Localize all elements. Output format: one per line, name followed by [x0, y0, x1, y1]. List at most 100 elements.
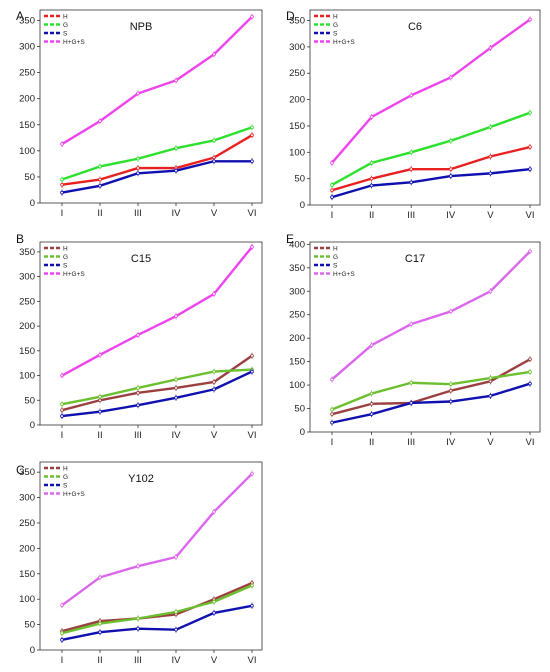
- series-line: [61, 370, 253, 418]
- y-tick-label: 150: [289, 121, 305, 132]
- data-point: [409, 180, 414, 185]
- data-point: [136, 616, 140, 621]
- x-tick-label: I: [61, 208, 64, 219]
- legend-label: H: [333, 14, 338, 21]
- legend-label: S: [63, 263, 68, 270]
- plot-frame: [309, 241, 541, 433]
- x-tick-label: V: [487, 437, 494, 448]
- chart-title: Y102: [128, 473, 154, 485]
- data-point: [330, 412, 334, 416]
- data-point: [250, 471, 254, 476]
- data-point: [98, 119, 102, 123]
- x-tick-label: II: [97, 208, 102, 219]
- y-tick-label: 250: [19, 68, 35, 79]
- data-point: [60, 190, 64, 195]
- plot-frame: [39, 9, 263, 204]
- data-point: [369, 115, 374, 119]
- series-line: [61, 15, 253, 146]
- data-point: [369, 161, 374, 165]
- data-point: [98, 352, 102, 357]
- series-line: [61, 126, 253, 181]
- y-tick-label: 50: [24, 172, 35, 183]
- x-tick-label: VI: [526, 437, 535, 448]
- data-point: [136, 91, 140, 96]
- y-tick-label: 300: [19, 272, 35, 283]
- data-point: [330, 183, 334, 187]
- x-tick-label: III: [134, 655, 142, 666]
- data-point: [98, 177, 102, 182]
- data-point: [136, 171, 140, 176]
- data-point: [488, 46, 493, 50]
- data-point: [60, 373, 64, 378]
- plot-frame: [39, 461, 263, 651]
- legend-label: S: [333, 263, 338, 270]
- data-point: [98, 395, 102, 399]
- legend-label: G: [333, 254, 338, 261]
- data-point: [488, 289, 493, 294]
- data-point: [174, 395, 178, 400]
- data-point: [136, 166, 140, 170]
- chart-title: C6: [408, 21, 422, 33]
- data-point: [488, 376, 493, 380]
- data-point: [174, 377, 178, 382]
- x-tick-label: IV: [172, 208, 182, 219]
- y-tick-label: 150: [19, 120, 35, 131]
- y-tick-label: 100: [19, 146, 35, 157]
- y-tick-label: 100: [289, 147, 305, 158]
- legend-label: H: [63, 246, 68, 253]
- data-point: [250, 369, 254, 374]
- series-line: [61, 604, 253, 642]
- y-tick-label: 0: [30, 420, 35, 431]
- data-point: [409, 380, 414, 385]
- data-point: [330, 195, 334, 199]
- legend-label: G: [333, 22, 338, 29]
- y-tick-label: 150: [289, 357, 305, 368]
- y-tick-label: 250: [289, 68, 305, 79]
- data-point: [212, 380, 216, 384]
- y-tick-label: 350: [289, 16, 305, 27]
- y-tick-label: 250: [289, 310, 305, 321]
- plot-frame: [309, 9, 541, 206]
- data-point: [174, 627, 178, 632]
- data-point: [250, 133, 254, 137]
- data-point: [98, 183, 102, 188]
- data-point: [250, 353, 254, 358]
- y-tick-label: 350: [19, 15, 35, 26]
- y-tick-label: 100: [19, 594, 35, 605]
- legend-label: H: [63, 14, 68, 21]
- data-point: [136, 386, 140, 390]
- data-point: [98, 409, 102, 414]
- x-tick-label: V: [211, 655, 218, 666]
- data-point: [212, 369, 216, 374]
- legend-label: G: [63, 474, 68, 481]
- data-point: [448, 174, 453, 178]
- y-tick-label: 200: [19, 543, 35, 554]
- data-point: [448, 167, 453, 171]
- data-point: [60, 631, 64, 636]
- y-tick-label: 100: [289, 380, 305, 391]
- series-line: [61, 354, 253, 412]
- x-tick-label: II: [369, 437, 374, 448]
- data-point: [60, 142, 64, 146]
- x-tick-label: III: [134, 208, 142, 219]
- series-line: [331, 250, 531, 381]
- y-tick-label: 200: [289, 333, 305, 344]
- data-point: [448, 399, 453, 404]
- y-tick-label: 0: [300, 200, 305, 211]
- y-tick-label: 300: [19, 493, 35, 504]
- chart-title: C17: [405, 253, 425, 265]
- x-tick-label: VI: [248, 430, 257, 441]
- panel-label: A: [16, 9, 24, 23]
- data-point: [60, 177, 64, 182]
- y-tick-label: 250: [19, 296, 35, 307]
- legend-label: H+G+S: [63, 271, 85, 278]
- data-point: [528, 17, 532, 22]
- data-point: [488, 394, 493, 398]
- series-line: [331, 145, 531, 192]
- legend-label: S: [63, 31, 68, 38]
- data-point: [528, 167, 532, 171]
- y-tick-label: 150: [19, 346, 35, 357]
